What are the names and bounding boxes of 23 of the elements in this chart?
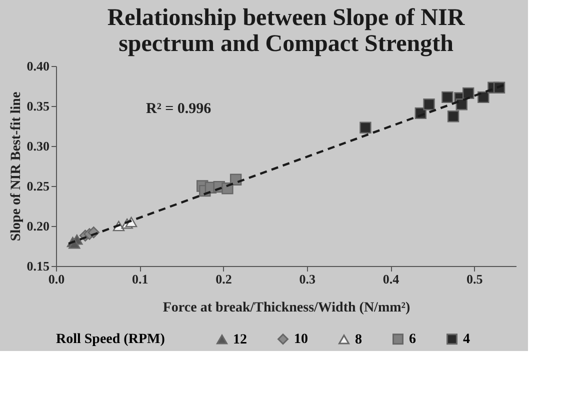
text: spectrum and Compact Strength (118, 31, 454, 57)
x-axis-title: Force at break/Thickness/Width (N/mm²) (162, 300, 410, 316)
annotation: R² = 0.996 (146, 101, 212, 117)
x-tick-label: 0.5 (466, 272, 484, 286)
y-tick-label: 0.15 (26, 258, 50, 274)
legend-title: Roll Speed (RPM) (56, 332, 166, 347)
x-tick-label: 0.2 (216, 272, 232, 286)
y-tick-label: 0.30 (26, 138, 50, 154)
legend-label: 8 (355, 332, 362, 348)
legend-label: 10 (294, 332, 308, 348)
x-tick-label: 0.4 (382, 272, 400, 286)
y-tick-label: 0.35 (26, 98, 50, 114)
y-tick-label: 0.25 (26, 178, 50, 194)
legend-label: 12 (233, 332, 247, 348)
legend-label: 4 (463, 332, 470, 348)
x-tick-label: 0.3 (299, 272, 316, 286)
text: Relationship between Slope of NIR (107, 5, 465, 31)
x-tick-label: 0.0 (48, 272, 65, 286)
x-tick-label: 0.1 (132, 272, 148, 286)
y-tick-label: 0.40 (26, 58, 50, 74)
legend-label: 6 (409, 332, 416, 348)
y-axis-title: Slope of NIR Best-fit line (8, 92, 24, 242)
y-tick-label: 0.20 (26, 218, 50, 234)
